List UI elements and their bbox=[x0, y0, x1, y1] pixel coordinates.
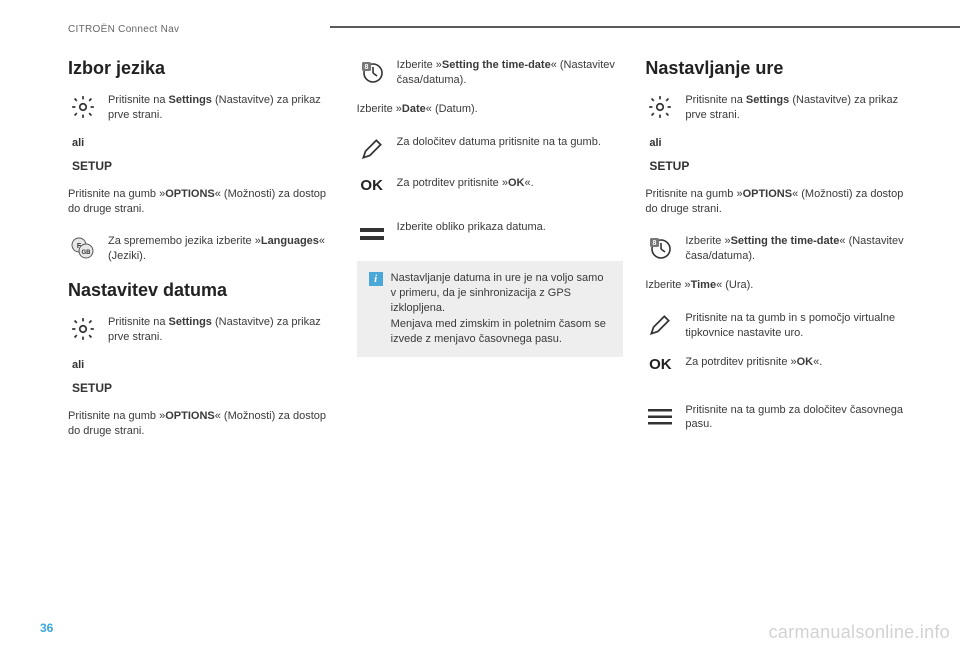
options-para-3: Pritisnite na gumb »OPTIONS« (Možnosti) … bbox=[645, 187, 912, 217]
column-2: 8 Izberite »Setting the time-date« (Nast… bbox=[357, 58, 624, 456]
row-settings-1: Pritisnite na Settings (Nastavitve) za p… bbox=[68, 93, 335, 123]
bars-icon bbox=[357, 220, 387, 247]
row-pencil-2: Pritisnite na ta gumb in s pomočjo virtu… bbox=[645, 311, 912, 341]
pencil-icon bbox=[357, 135, 387, 162]
row-timedate-2: 8 Izberite »Setting the time-date« (Nast… bbox=[645, 234, 912, 264]
ali-1: ali bbox=[72, 137, 335, 149]
timezone-text: Pritisnite na ta gumb za določitev časov… bbox=[685, 403, 912, 433]
languages-text: Za spremembo jezika izberite »Languages«… bbox=[108, 234, 335, 264]
select-date: Izberite »Date« (Datum). bbox=[357, 102, 624, 117]
heading-language: Izbor jezika bbox=[68, 58, 335, 79]
ali-2: ali bbox=[72, 359, 335, 371]
heading-date: Nastavitev datuma bbox=[68, 280, 335, 301]
heading-time: Nastavljanje ure bbox=[645, 58, 912, 79]
info-text: Nastavljanje datuma in ure je na voljo s… bbox=[391, 271, 612, 348]
info-box: i Nastavljanje datuma in ure je na voljo… bbox=[357, 261, 624, 358]
page-number: 36 bbox=[40, 621, 53, 635]
timedate-text-1: Izberite »Setting the time-date« (Nastav… bbox=[397, 58, 624, 88]
ok-text-1: Za potrditev pritisnite »OK«. bbox=[397, 176, 624, 191]
ok-icon: OK bbox=[357, 176, 387, 194]
clock-icon: 8 bbox=[645, 234, 675, 261]
setup-3: SETUP bbox=[649, 159, 912, 173]
pencil-text-2: Pritisnite na ta gumb in s pomočjo virtu… bbox=[685, 311, 912, 341]
row-timezone: Pritisnite na ta gumb za določitev časov… bbox=[645, 403, 912, 433]
language-icon: F GB bbox=[68, 234, 98, 261]
svg-text:F: F bbox=[77, 243, 82, 250]
setup-2: SETUP bbox=[72, 381, 335, 395]
info-icon: i bbox=[369, 272, 383, 286]
row-timedate-1: 8 Izberite »Setting the time-date« (Nast… bbox=[357, 58, 624, 88]
settings-text-2: Pritisnite na Settings (Nastavitve) za p… bbox=[108, 315, 335, 345]
row-settings-3: Pritisnite na Settings (Nastavitve) za p… bbox=[645, 93, 912, 123]
ali-3: ali bbox=[649, 137, 912, 149]
clock-icon: 8 bbox=[357, 58, 387, 85]
row-pencil-1: Za določitev datuma pritisnite na ta gum… bbox=[357, 135, 624, 162]
row-format: Izberite obliko prikaza datuma. bbox=[357, 220, 624, 247]
gear-icon bbox=[645, 93, 675, 120]
pencil-icon bbox=[645, 311, 675, 338]
ok-text-2: Za potrditev pritisnite »OK«. bbox=[685, 355, 912, 370]
ok-icon: OK bbox=[645, 355, 675, 373]
options-para-1: Pritisnite na gumb »OPTIONS« (Možnosti) … bbox=[68, 187, 335, 217]
gear-icon bbox=[68, 93, 98, 120]
top-rule bbox=[330, 26, 960, 28]
options-para-2: Pritisnite na gumb »OPTIONS« (Možnosti) … bbox=[68, 409, 335, 439]
row-ok-2: OK Za potrditev pritisnite »OK«. bbox=[645, 355, 912, 381]
row-ok-1: OK Za potrditev pritisnite »OK«. bbox=[357, 176, 624, 202]
settings-text-1: Pritisnite na Settings (Nastavitve) za p… bbox=[108, 93, 335, 123]
settings-text-3: Pritisnite na Settings (Nastavitve) za p… bbox=[685, 93, 912, 123]
row-settings-2: Pritisnite na Settings (Nastavitve) za p… bbox=[68, 315, 335, 345]
watermark: carmanualsonline.info bbox=[769, 622, 950, 643]
pencil-text-1: Za določitev datuma pritisnite na ta gum… bbox=[397, 135, 624, 150]
svg-text:8: 8 bbox=[653, 240, 657, 247]
setup-1: SETUP bbox=[72, 159, 335, 173]
svg-text:GB: GB bbox=[82, 250, 92, 256]
columns: Izbor jezika Pritisnite na Settings (Nas… bbox=[68, 58, 912, 456]
menu-lines-icon bbox=[645, 403, 675, 430]
row-languages: F GB Za spremembo jezika izberite »Langu… bbox=[68, 234, 335, 264]
timedate-text-2: Izberite »Setting the time-date« (Nastav… bbox=[685, 234, 912, 264]
format-text: Izberite obliko prikaza datuma. bbox=[397, 220, 624, 235]
select-time: Izberite »Time« (Ura). bbox=[645, 278, 912, 293]
header-text: CITROËN Connect Nav bbox=[68, 24, 179, 35]
svg-text:8: 8 bbox=[364, 64, 368, 71]
column-1: Izbor jezika Pritisnite na Settings (Nas… bbox=[68, 58, 335, 456]
column-3: Nastavljanje ure Pritisnite na Settings … bbox=[645, 58, 912, 456]
gear-icon bbox=[68, 315, 98, 342]
